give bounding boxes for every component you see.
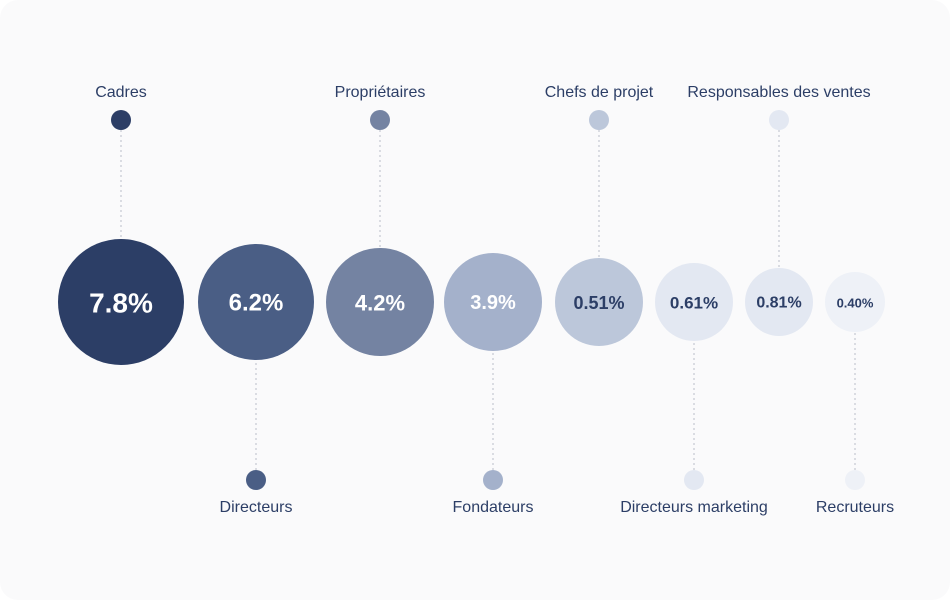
- value-label-4: 0.51%: [573, 293, 624, 313]
- category-label-7: Recruteurs: [816, 499, 894, 516]
- value-label-6: 0.81%: [756, 295, 801, 312]
- bubble-6: [745, 268, 813, 336]
- category-label-2: Propriétaires: [335, 84, 426, 101]
- bubble-2: [326, 248, 434, 356]
- bubble-1: [198, 244, 314, 360]
- value-label-5: 0.61%: [670, 294, 718, 313]
- marker-dot-4: [589, 110, 609, 130]
- bubble-0: [58, 239, 184, 365]
- value-label-0: 7.8%: [89, 288, 153, 319]
- value-label-7: 0.40%: [837, 296, 874, 311]
- category-label-1: Directeurs: [220, 499, 293, 516]
- bubble-3: [444, 253, 542, 351]
- marker-dot-1: [246, 470, 266, 490]
- bubble-4: [555, 258, 643, 346]
- value-label-1: 6.2%: [229, 290, 284, 317]
- category-label-0: Cadres: [95, 84, 147, 101]
- marker-dot-6: [769, 110, 789, 130]
- category-label-4: Chefs de projet: [545, 84, 654, 101]
- category-label-3: Fondateurs: [453, 499, 534, 516]
- bubble-5: [655, 263, 733, 341]
- marker-dot-3: [483, 470, 503, 490]
- value-label-2: 4.2%: [355, 291, 405, 316]
- marker-dot-0: [111, 110, 131, 130]
- value-label-3: 3.9%: [470, 292, 516, 314]
- category-label-6: Responsables des ventes: [687, 84, 870, 101]
- marker-dot-7: [845, 470, 865, 490]
- bubble-7: [825, 272, 885, 332]
- category-label-5: Directeurs marketing: [620, 499, 768, 516]
- marker-dot-2: [370, 110, 390, 130]
- marker-dot-5: [684, 470, 704, 490]
